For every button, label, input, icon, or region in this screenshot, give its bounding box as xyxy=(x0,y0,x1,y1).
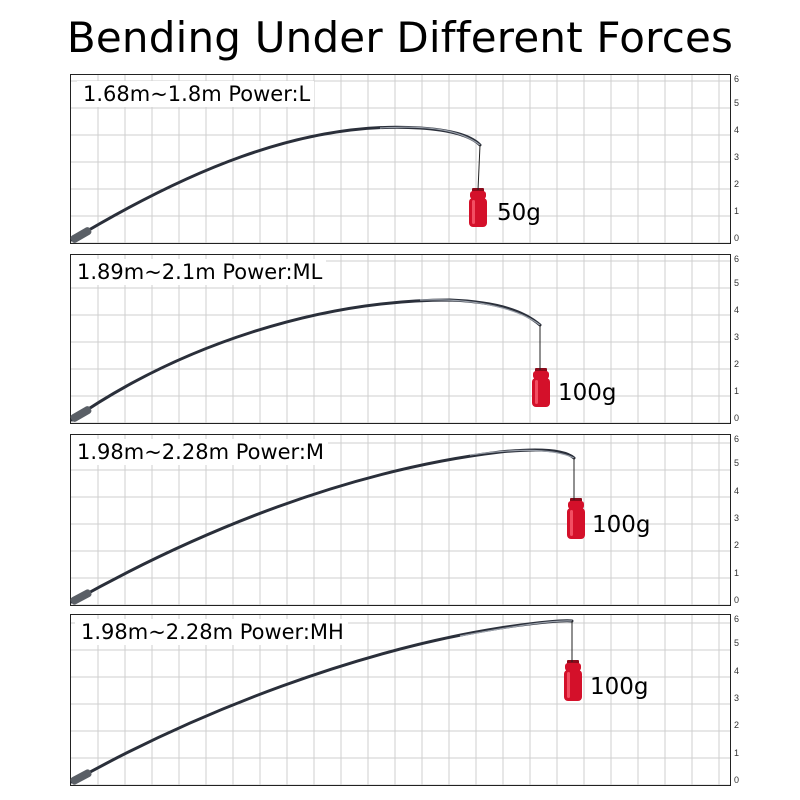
y-tick-label: 3 xyxy=(734,332,740,342)
y-tick-label: 3 xyxy=(734,693,740,703)
y-tick-label: 5 xyxy=(734,278,740,288)
y-tick-label: 6 xyxy=(734,614,740,624)
weight-icon xyxy=(469,188,487,227)
panel-power-ml: 1.89m~2.1m Power:ML xyxy=(70,254,731,424)
y-tick-column: 0 1 2 3 4 5 6 xyxy=(732,254,752,423)
weight-icon xyxy=(564,660,582,701)
weight-label: 100g xyxy=(592,512,651,538)
y-tick-label: 6 xyxy=(734,434,740,444)
weight-label: 50g xyxy=(497,200,541,226)
panel-label: 1.68m~1.8m Power:L xyxy=(77,81,315,107)
y-tick-label: 1 xyxy=(734,386,740,396)
y-tick-label: 6 xyxy=(734,74,740,84)
y-tick-label: 2 xyxy=(734,540,740,551)
y-tick-label: 3 xyxy=(734,152,740,162)
weight-label: 100g xyxy=(590,674,649,700)
y-tick-label: 0 xyxy=(734,233,740,243)
y-tick-column: 0 1 2 3 4 5 6 xyxy=(732,434,752,605)
y-tick-label: 1 xyxy=(734,747,740,758)
y-tick-label: 5 xyxy=(734,98,740,108)
y-tick-label: 2 xyxy=(734,179,740,189)
y-tick-label: 0 xyxy=(734,413,740,423)
panel-label: 1.98m~2.28m Power:M xyxy=(71,439,329,465)
panel-label: 1.98m~2.28m Power:MH xyxy=(75,619,348,645)
panel-power-l: 1.68m~1.8m Power:L xyxy=(70,74,731,244)
weight-icon xyxy=(532,368,550,407)
y-tick-label: 1 xyxy=(734,206,740,216)
y-tick-label: 3 xyxy=(734,513,740,523)
panel-label: 1.89m~2.1m Power:ML xyxy=(71,259,327,285)
y-tick-label: 4 xyxy=(734,125,740,135)
y-tick-label: 4 xyxy=(734,305,740,315)
y-tick-label: 6 xyxy=(734,254,740,264)
y-tick-label: 2 xyxy=(734,720,740,731)
y-tick-label: 1 xyxy=(734,567,740,578)
y-tick-column: 0 1 2 3 4 5 6 xyxy=(732,614,752,785)
page-title: Bending Under Different Forces xyxy=(66,13,734,62)
y-tick-label: 5 xyxy=(734,638,740,649)
y-tick-label: 0 xyxy=(734,775,740,785)
y-tick-label: 2 xyxy=(734,359,740,369)
y-tick-label: 4 xyxy=(734,485,740,496)
y-tick-label: 5 xyxy=(734,458,740,469)
y-tick-label: 0 xyxy=(734,595,740,605)
y-tick-column: 0 1 2 3 4 5 6 xyxy=(732,74,752,243)
y-tick-label: 4 xyxy=(734,665,740,676)
weight-label: 100g xyxy=(558,380,617,406)
weight-icon xyxy=(567,498,585,539)
